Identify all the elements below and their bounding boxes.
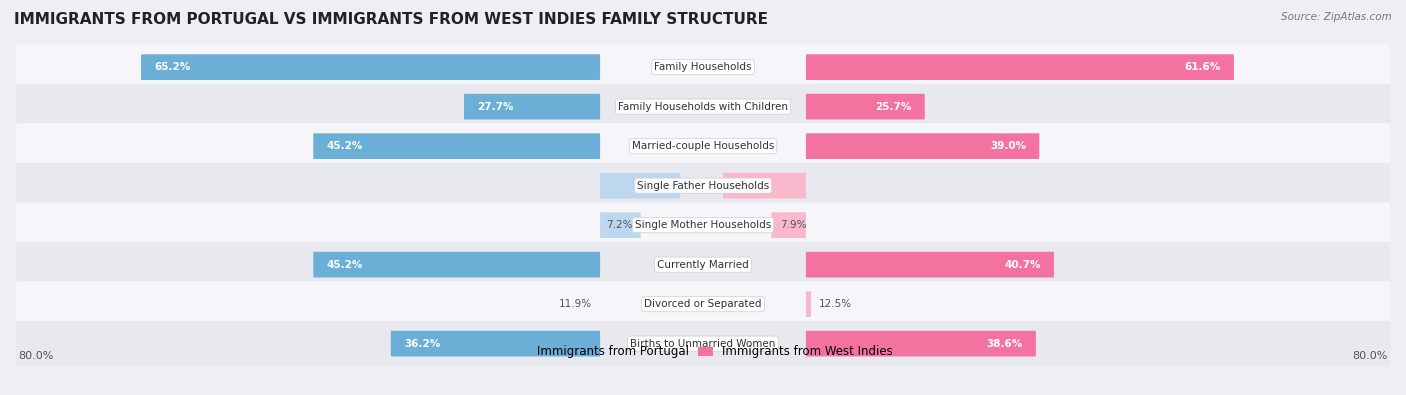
FancyBboxPatch shape — [723, 173, 807, 198]
FancyBboxPatch shape — [806, 252, 1054, 277]
FancyBboxPatch shape — [599, 173, 681, 198]
Text: 80.0%: 80.0% — [1353, 352, 1388, 361]
FancyBboxPatch shape — [314, 252, 600, 277]
FancyBboxPatch shape — [15, 242, 1391, 288]
FancyBboxPatch shape — [806, 54, 1234, 80]
Text: 12.5%: 12.5% — [820, 299, 852, 309]
FancyBboxPatch shape — [806, 331, 1036, 357]
Legend: Immigrants from Portugal, Immigrants from West Indies: Immigrants from Portugal, Immigrants fro… — [510, 343, 896, 361]
FancyBboxPatch shape — [15, 123, 1391, 169]
FancyBboxPatch shape — [391, 331, 600, 357]
Text: 11.9%: 11.9% — [558, 299, 592, 309]
FancyBboxPatch shape — [806, 133, 1039, 159]
Text: 45.2%: 45.2% — [326, 141, 363, 151]
FancyBboxPatch shape — [464, 94, 600, 119]
Text: 25.7%: 25.7% — [875, 102, 911, 112]
FancyBboxPatch shape — [15, 281, 1391, 327]
FancyBboxPatch shape — [141, 54, 600, 80]
Text: 27.7%: 27.7% — [478, 102, 513, 112]
FancyBboxPatch shape — [15, 163, 1391, 209]
Text: 7.9%: 7.9% — [780, 220, 806, 230]
Text: 2.3%: 2.3% — [731, 181, 758, 191]
Text: Currently Married: Currently Married — [657, 260, 749, 270]
Text: 39.0%: 39.0% — [990, 141, 1026, 151]
Text: 7.2%: 7.2% — [606, 220, 633, 230]
Text: 45.2%: 45.2% — [326, 260, 363, 270]
FancyBboxPatch shape — [15, 44, 1391, 90]
Text: Family Households: Family Households — [654, 62, 752, 72]
Text: 65.2%: 65.2% — [155, 62, 191, 72]
Text: 38.6%: 38.6% — [986, 339, 1022, 349]
Text: Family Households with Children: Family Households with Children — [619, 102, 787, 112]
Text: Married-couple Households: Married-couple Households — [631, 141, 775, 151]
Text: Single Mother Households: Single Mother Households — [636, 220, 770, 230]
Text: Births to Unmarried Women: Births to Unmarried Women — [630, 339, 776, 349]
Text: 40.7%: 40.7% — [1004, 260, 1040, 270]
Text: Divorced or Separated: Divorced or Separated — [644, 299, 762, 309]
FancyBboxPatch shape — [599, 212, 641, 238]
FancyBboxPatch shape — [806, 94, 925, 119]
Text: Source: ZipAtlas.com: Source: ZipAtlas.com — [1281, 12, 1392, 22]
FancyBboxPatch shape — [15, 321, 1391, 367]
FancyBboxPatch shape — [15, 202, 1391, 248]
Text: 80.0%: 80.0% — [18, 352, 53, 361]
Text: 36.2%: 36.2% — [404, 339, 440, 349]
FancyBboxPatch shape — [806, 292, 811, 317]
Text: 61.6%: 61.6% — [1184, 62, 1220, 72]
Text: IMMIGRANTS FROM PORTUGAL VS IMMIGRANTS FROM WEST INDIES FAMILY STRUCTURE: IMMIGRANTS FROM PORTUGAL VS IMMIGRANTS F… — [14, 12, 768, 27]
Text: Single Father Households: Single Father Households — [637, 181, 769, 191]
FancyBboxPatch shape — [15, 84, 1391, 130]
FancyBboxPatch shape — [770, 212, 807, 238]
Text: 2.6%: 2.6% — [645, 181, 672, 191]
FancyBboxPatch shape — [314, 133, 600, 159]
